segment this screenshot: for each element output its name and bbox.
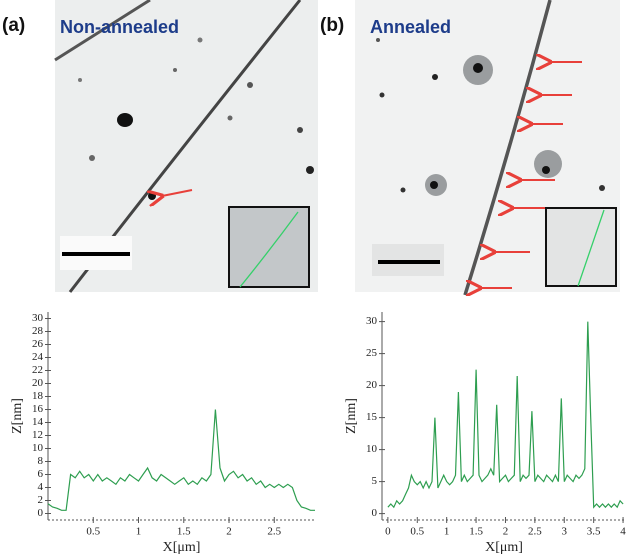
image-b (355, 0, 620, 295)
x-axis-label: X[μm] (163, 540, 201, 555)
y-tick-label: 5 (372, 475, 378, 487)
y-tick-label: 15 (366, 411, 378, 423)
y-tick-label: 10 (366, 443, 378, 455)
y-tick-label: 8 (38, 455, 44, 467)
x-tick-label: 2 (503, 526, 509, 538)
x-tick-label: 0.5 (410, 526, 424, 538)
x-tick-label: 2.5 (267, 526, 281, 538)
image-a (54, 0, 318, 293)
panel-title: Non-annealed (60, 17, 179, 37)
y-tick-label: 16 (32, 403, 44, 415)
y-tick-label: 30 (32, 312, 44, 324)
x-tick-label: 1 (136, 526, 142, 538)
y-tick-label: 20 (366, 379, 378, 391)
x-tick-label: 2.5 (528, 526, 542, 538)
y-tick-label: 26 (32, 338, 44, 350)
x-tick-label: 2 (226, 526, 232, 538)
y-tick-label: 10 (32, 442, 44, 454)
y-tick-label: 2 (38, 494, 44, 506)
y-axis-label: Z[nm] (10, 398, 25, 434)
y-tick-label: 25 (366, 347, 378, 359)
y-tick-label: 14 (32, 416, 44, 428)
y-tick-label: 0 (38, 507, 44, 519)
x-tick-label: 1.5 (469, 526, 483, 538)
x-tick-label: 4 (620, 526, 626, 538)
x-tick-label: 1 (444, 526, 450, 538)
x-tick-label: 0.5 (86, 526, 100, 538)
panel-label: (b) (320, 15, 344, 36)
y-tick-label: 28 (32, 325, 44, 337)
y-tick-label: 18 (32, 390, 44, 402)
panel-label: (a) (2, 15, 25, 36)
panel-title: Annealed (370, 17, 451, 37)
x-tick-label: 1.5 (177, 526, 191, 538)
y-axis-label: Z[nm] (344, 398, 359, 434)
profile-line (387, 321, 624, 509)
y-tick-label: 4 (38, 481, 44, 493)
y-tick-label: 0 (372, 507, 378, 519)
x-tick-label: 3.5 (587, 526, 601, 538)
profile-line (47, 409, 315, 511)
y-tick-label: 24 (32, 351, 44, 363)
y-tick-label: 6 (38, 468, 44, 480)
y-tick-label: 30 (366, 315, 378, 327)
x-tick-label: 3 (562, 526, 568, 538)
y-tick-label: 20 (32, 377, 44, 389)
y-tick-label: 22 (32, 364, 43, 376)
y-tick-label: 12 (32, 429, 43, 441)
x-tick-label: 0 (385, 526, 391, 538)
x-axis-label: X[μm] (485, 540, 523, 555)
